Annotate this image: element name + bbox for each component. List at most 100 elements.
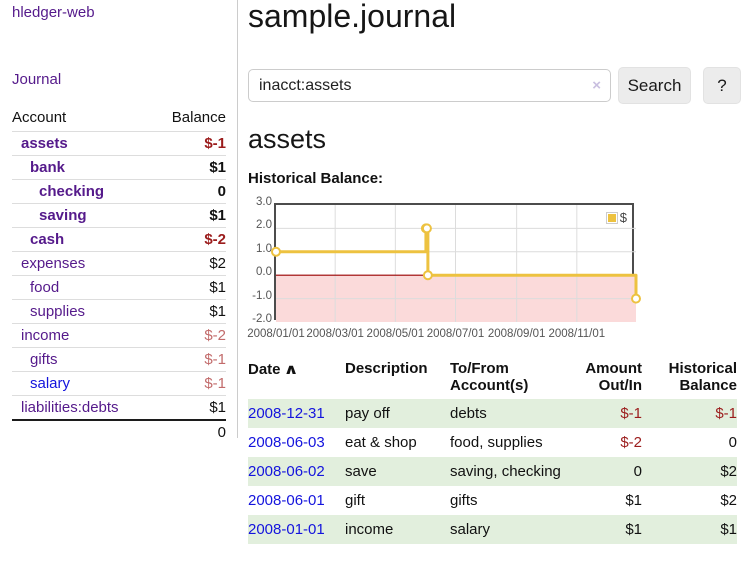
account-balance: $-1 [204,375,226,392]
account-row: cash $-2 [12,227,226,252]
chart-y-tick-label: -2.0 [252,313,272,325]
sidebar-account-link[interactable]: assets [21,135,68,152]
search-button[interactable]: Search [618,67,691,104]
account-balance: $-2 [204,231,226,248]
register-amount: $-2 [620,434,642,451]
account-row: income $-2 [12,323,226,348]
register-row[interactable]: 2008-06-03 eat & shop food, supplies $-2 0 [248,428,737,457]
register-accounts: salary [450,521,491,538]
sidebar: hledger-web Journal Account Balance asse… [12,0,226,444]
account-balance: $1 [209,279,226,296]
register-row[interactable]: 2008-12-31 pay off debts $-1 $-1 [248,399,737,428]
register-balance: 0 [728,434,737,451]
account-balance: $1 [209,399,226,416]
amount-column-header: Amount Out/In [585,360,642,394]
chart-y-tick-label: -1.0 [252,289,272,302]
sort-ascending-icon: ∧ [282,361,299,378]
register-balance: $1 [720,521,737,538]
register-accounts: gifts [450,492,478,509]
account-balance: $-2 [204,327,226,344]
sidebar-account-link[interactable]: cash [30,231,65,248]
register-date-link[interactable]: 2008-06-01 [248,492,325,509]
account-rows: assets $-1 bank $1 checking 0 saving $1 cash $-2 e… [12,131,226,444]
sidebar-account-link[interactable]: gifts [30,351,58,368]
chart-canvas [271,205,641,322]
register-date-link[interactable]: 2008-06-02 [248,463,325,480]
sidebar-account-link[interactable]: saving [39,207,87,224]
sidebar-account-link[interactable]: income [21,327,70,344]
chart-y-tick-label: 1.0 [256,242,272,255]
search-input[interactable] [259,70,584,101]
account-row: bank $1 [12,155,226,180]
balance-column-header-register: Historical Balance [668,360,737,394]
search-box: × [248,69,611,102]
chart-x-tick-label: 2008/03/01 [306,328,364,340]
chart-x-tick-label: 2008/07/01 [426,328,485,340]
register-balance: $2 [720,463,737,480]
chart-legend: $ [603,209,629,226]
sidebar-account-link[interactable]: food [30,279,60,296]
balance-column-header: Balance [171,109,226,126]
chart-y-tick-label: 3.0 [256,196,272,208]
account-column-header: Account [12,109,67,126]
sidebar-account-link[interactable]: expenses [21,255,86,272]
account-balance: $2 [209,255,226,272]
register-accounts: saving, checking [450,463,561,480]
search-row: × Search ? [248,67,742,105]
account-heading: assets [248,124,327,154]
account-row: checking 0 [12,179,226,204]
chart-x-tick-label: 2008/01/01 [247,328,305,340]
register-balance: $2 [720,492,737,509]
register-description: save [345,463,377,480]
account-row: liabilities:debts $1 [12,395,226,420]
sidebar-divider [237,0,238,438]
account-row: expenses $2 [12,251,226,276]
account-total-row: 0 [12,419,226,444]
register-row[interactable]: 2008-01-01 income salary $1 $1 [248,515,737,544]
legend-label: $ [619,210,627,225]
description-column-header: Description [345,360,428,377]
chart-x-tick-label: 2008/09/01 [487,328,546,340]
register-date-link[interactable]: 2008-01-01 [248,521,325,538]
register-amount: $1 [625,521,642,538]
account-row: assets $-1 [12,131,226,156]
main-content: sample.journal × Search ? assets Histori… [247,0,742,582]
account-balance: $-1 [204,135,226,152]
account-balance: $-1 [204,351,226,368]
sidebar-account-link[interactable]: bank [30,159,66,176]
help-button[interactable]: ? [703,67,741,104]
account-row: salary $-1 [12,371,226,396]
register-row[interactable]: 2008-06-02 save saving, checking 0 $2 [248,457,737,486]
date-column-header[interactable]: Date ∧ [248,358,345,399]
historical-balance-chart: $ 3.0 2.0 1.0 0.0 -1.0 -2.0 2008/01/01 2008/03/… [247,196,742,349]
register-row[interactable]: 2008-06-01 gift gifts $1 $2 [248,486,737,515]
chart-y-tick-label: 2.0 [256,219,272,232]
register-accounts: food, supplies [450,434,543,451]
account-row: saving $1 [12,203,226,228]
register-description: income [345,521,394,538]
legend-swatch [605,211,618,224]
sidebar-account-link[interactable]: supplies [30,303,86,320]
register-balance: $-1 [715,405,737,422]
register-description: gift [345,492,366,509]
app-title-link[interactable]: hledger-web [12,4,95,21]
account-balance: $1 [209,159,226,176]
account-balance: $1 [209,207,226,224]
accounts-column-header: To/From Account(s) [450,360,529,394]
chart-plot-area: $ [271,203,641,322]
account-row: food $1 [12,275,226,300]
clear-search-icon[interactable]: × [592,77,601,94]
sidebar-account-link[interactable]: liabilities:debts [21,399,119,416]
register-table: Date ∧ Description To/From Account(s) Amo… [248,358,737,544]
account-row: supplies $1 [12,299,226,324]
account-balance: 0 [217,183,226,200]
register-date-link[interactable]: 2008-12-31 [248,405,325,422]
sidebar-account-link[interactable]: checking [39,183,105,200]
sidebar-item-journal[interactable]: Journal [12,71,62,88]
account-balance: $1 [209,303,226,320]
register-date-link[interactable]: 2008-06-03 [248,434,325,451]
sidebar-account-link[interactable]: salary [30,375,71,392]
register-accounts: debts [450,405,487,422]
date-header-label: Date [248,361,281,378]
